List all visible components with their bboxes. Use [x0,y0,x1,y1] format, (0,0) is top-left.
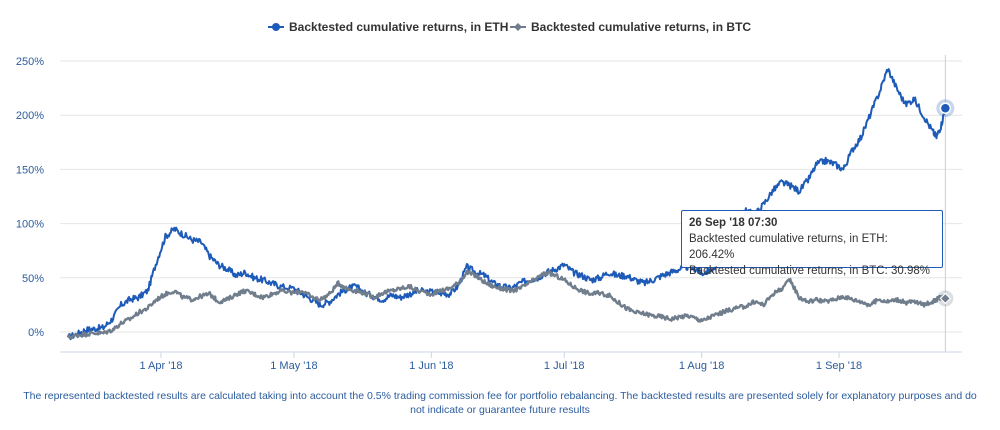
legend-marker-0 [272,23,280,31]
tooltip-title: 26 Sep '18 07:30 [689,217,778,229]
y-tick-label-0: 0% [28,327,44,339]
btc-hover-point [939,292,952,305]
x-tick-label-2: 1 Jun '18 [409,360,453,372]
chart-series [66,68,947,341]
chart-gridlines [60,55,962,352]
tooltip-eth-value: Backtested cumulative returns, in ETH: 2… [689,233,888,261]
legend-marker-1 [514,23,522,31]
x-tick-label-4: 1 Aug '18 [679,360,725,372]
disclaimer-line-2: not indicate or guarantee future results [410,404,590,416]
y-tick-label-250: 250% [16,56,44,68]
eth-hover-point [939,102,952,114]
chart-tooltip: 26 Sep '18 07:30 Backtested cumulative r… [681,210,943,277]
disclaimer-line-1: The represented backtested results are c… [23,390,977,402]
legend-label-1: Backtested cumulative returns, in BTC [531,20,751,34]
legend-label-0: Backtested cumulative returns, in ETH [289,20,508,34]
y-tick-label-200: 200% [16,110,44,122]
y-tick-label-150: 150% [16,164,44,176]
y-tick-label-50: 50% [22,273,44,285]
tooltip-btc-value: Backtested cumulative returns, in BTC: 3… [689,265,930,277]
x-tick-label-3: 1 Jul '18 [544,360,585,372]
disclaimer-text: The represented backtested results are c… [0,389,1000,417]
x-axis: 1 Apr '18 1 May '18 1 Jun '18 1 Jul '18 1 Au… [60,351,962,372]
y-tick-label-100: 100% [16,219,44,231]
series-line-eth [66,68,947,341]
x-tick-label-5: 1 Sep '18 [816,360,862,372]
x-tick-label-1: 1 May '18 [270,360,317,372]
x-tick-label-0: 1 Apr '18 [139,360,182,372]
series-line-btc [66,269,947,340]
legend-item-btc[interactable]: Backtested cumulative returns, in BTC [510,20,751,34]
hover-markers [936,99,955,307]
chart-legend[interactable]: Backtested cumulative returns, in ETH Bac… [268,20,751,34]
legend-item-eth[interactable]: Backtested cumulative returns, in ETH [268,20,508,34]
y-axis: 250% 200% 150% 100% 50% 0% [16,56,44,339]
